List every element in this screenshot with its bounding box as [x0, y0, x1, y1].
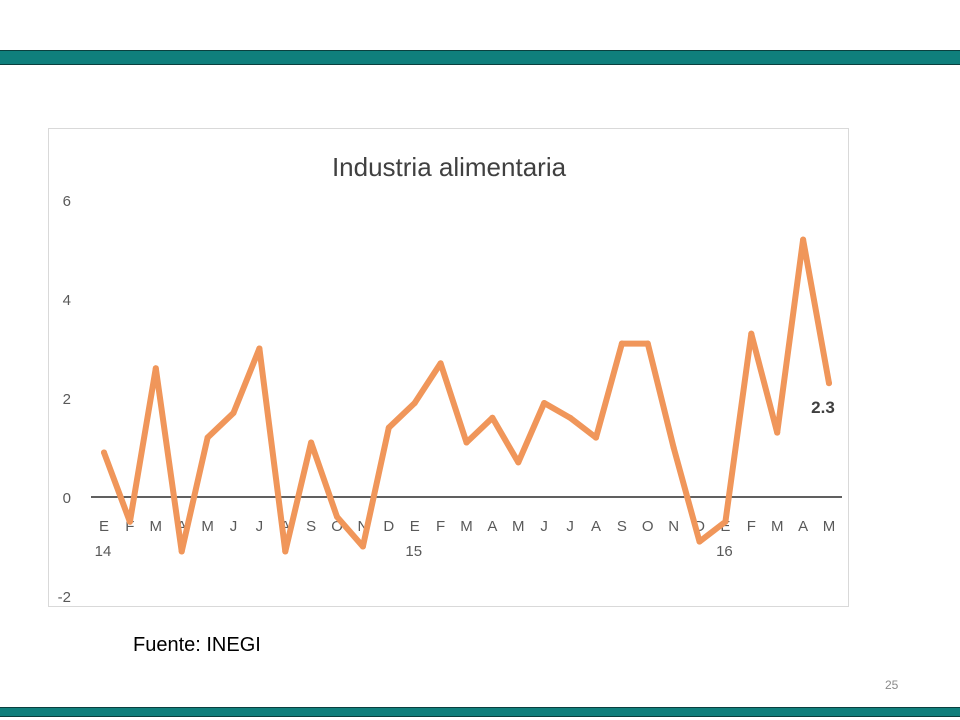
data-point	[463, 439, 470, 446]
x-tick-label: O	[642, 518, 654, 535]
x-tick-label: A	[591, 518, 601, 535]
data-point	[644, 340, 651, 347]
y-tick-label: 4	[63, 292, 71, 309]
data-point	[592, 434, 599, 441]
x-tick-label: M	[460, 518, 473, 535]
data-point	[800, 236, 807, 243]
data-point	[515, 459, 522, 466]
x-year-label: 14	[95, 543, 112, 560]
data-point	[618, 340, 625, 347]
bottom-band	[0, 707, 960, 717]
x-tick-label: M	[201, 518, 214, 535]
x-tick-label: E	[410, 518, 420, 535]
data-point	[826, 380, 832, 387]
x-tick-label: E	[720, 518, 730, 535]
data-point	[178, 548, 185, 555]
data-point	[774, 429, 781, 436]
y-tick-label: -2	[58, 589, 71, 606]
data-point	[567, 414, 574, 421]
x-tick-label: A	[280, 518, 290, 535]
x-tick-label: D	[383, 518, 394, 535]
x-year-label: 16	[716, 543, 733, 560]
source-note: Fuente: INEGI	[133, 634, 261, 656]
data-point	[748, 330, 755, 337]
data-point	[204, 434, 211, 441]
data-point	[359, 543, 366, 550]
x-tick-label: J	[230, 518, 238, 535]
x-tick-label: F	[436, 518, 445, 535]
data-point	[670, 444, 677, 451]
data-point	[722, 518, 729, 525]
data-point	[152, 365, 159, 372]
y-tick-label: 0	[63, 490, 71, 507]
x-tick-label: J	[540, 518, 548, 535]
data-point	[230, 409, 237, 416]
series-line	[101, 236, 832, 555]
data-label: 2.3	[811, 398, 835, 417]
data-point	[126, 518, 133, 525]
x-tick-label: A	[798, 518, 808, 535]
data-point	[256, 345, 263, 352]
x-tick-label: D	[694, 518, 705, 535]
data-point	[101, 449, 107, 456]
chart-title: Industria alimentaria	[332, 152, 567, 182]
y-tick-label: 2	[63, 391, 71, 408]
data-point	[696, 538, 703, 545]
x-tick-label: A	[487, 518, 497, 535]
x-tick-label: F	[747, 518, 756, 535]
x-tick-label: N	[358, 518, 369, 535]
x-tick-label: E	[99, 518, 109, 535]
x-tick-label: S	[617, 518, 627, 535]
data-point	[334, 513, 341, 520]
x-tick-label: A	[177, 518, 187, 535]
data-point	[385, 424, 392, 431]
x-tick-label: M	[512, 518, 525, 535]
x-tick-label: J	[256, 518, 264, 535]
data-point	[489, 414, 496, 421]
x-tick-label: M	[771, 518, 784, 535]
x-tick-label: F	[125, 518, 134, 535]
page-number: 25	[885, 678, 899, 692]
x-tick-label: O	[331, 518, 343, 535]
x-tick-label: S	[306, 518, 316, 535]
x-tick-label: M	[823, 518, 836, 535]
data-point	[411, 399, 418, 406]
data-point	[308, 439, 315, 446]
y-tick-label: 6	[63, 193, 71, 210]
x-year-label: 15	[405, 543, 422, 560]
x-tick-label: J	[566, 518, 574, 535]
x-tick-label: N	[668, 518, 679, 535]
x-tick-label: M	[150, 518, 163, 535]
top-band	[0, 50, 960, 65]
data-point	[282, 548, 289, 555]
data-point	[541, 399, 548, 406]
data-point	[437, 360, 444, 367]
